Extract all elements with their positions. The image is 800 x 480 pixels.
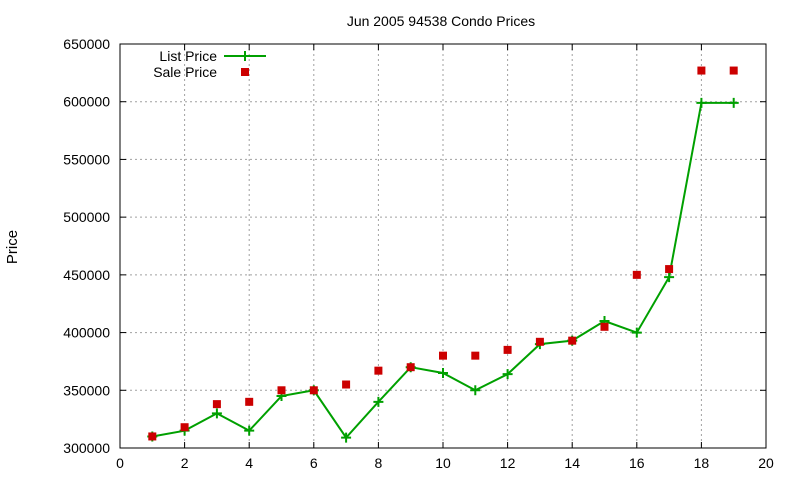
x-tick-label: 20 [758, 455, 774, 471]
y-tick-label: 500000 [63, 209, 110, 225]
legend-label: Sale Price [153, 64, 217, 80]
sale-price-point [535, 337, 544, 346]
list-price-point [664, 272, 675, 283]
sale-price-point [697, 66, 706, 75]
list-price-point [631, 327, 642, 338]
sale-price-point [503, 345, 512, 354]
list-price-point [502, 369, 513, 380]
sale-price-point [342, 380, 351, 389]
y-tick-label: 600000 [63, 94, 110, 110]
list-price-point [244, 425, 255, 436]
sale-price-point [665, 265, 674, 274]
sale-price-point [148, 432, 157, 441]
y-axis-label: Price [4, 230, 21, 264]
sale-price-point [212, 400, 221, 409]
legend-marker-square [241, 68, 249, 76]
y-tick-label: 350000 [63, 382, 110, 398]
x-tick-label: 14 [564, 455, 580, 471]
x-tick-label: 6 [310, 455, 318, 471]
x-tick-label: 18 [694, 455, 710, 471]
y-tick-label: 300000 [63, 440, 110, 456]
y-tick-label: 650000 [63, 36, 110, 52]
sale-price-point [374, 366, 383, 375]
sale-price-point [568, 336, 577, 345]
sale-price-point [632, 270, 641, 279]
grid [120, 44, 766, 448]
x-tick-label: 0 [116, 455, 124, 471]
sale-price-point [439, 351, 447, 360]
x-tick-label: 16 [629, 455, 645, 471]
y-tick-label: 450000 [63, 267, 110, 283]
x-tick-label: 2 [181, 455, 189, 471]
legend-marker-plus [240, 51, 250, 61]
legend-label: List Price [159, 48, 217, 64]
x-tick-label: 12 [500, 455, 516, 471]
sale-price-point [406, 363, 415, 372]
axis-ticks: 0 2 4 6 8 10 12 14 16 18 20 300000 350000 400000 45000… [63, 36, 774, 471]
y-tick-label: 550000 [63, 151, 110, 167]
sale-price-point [729, 66, 738, 75]
sale-price-point [277, 386, 286, 395]
sale-price-point [309, 386, 318, 395]
list-price-point [373, 396, 384, 407]
list-price-point [470, 385, 481, 396]
x-tick-label: 4 [245, 455, 253, 471]
x-tick-label: 8 [375, 455, 383, 471]
series-sale-price [148, 66, 738, 441]
list-price-point [696, 97, 707, 108]
sale-price-point [180, 423, 189, 432]
sale-price-point [245, 397, 254, 406]
y-tick-label: 400000 [63, 325, 110, 341]
series-list-price [147, 97, 739, 443]
sale-price-point [600, 322, 609, 331]
plot-series [147, 66, 739, 443]
list-price-point [438, 367, 448, 378]
x-tick-label: 10 [435, 455, 451, 471]
list-price-point [211, 408, 222, 419]
chart-title: Jun 2005 94538 Condo Prices [347, 13, 535, 29]
list-price-point [341, 432, 352, 443]
list-price-point [728, 97, 739, 108]
sale-price-point [471, 351, 480, 360]
